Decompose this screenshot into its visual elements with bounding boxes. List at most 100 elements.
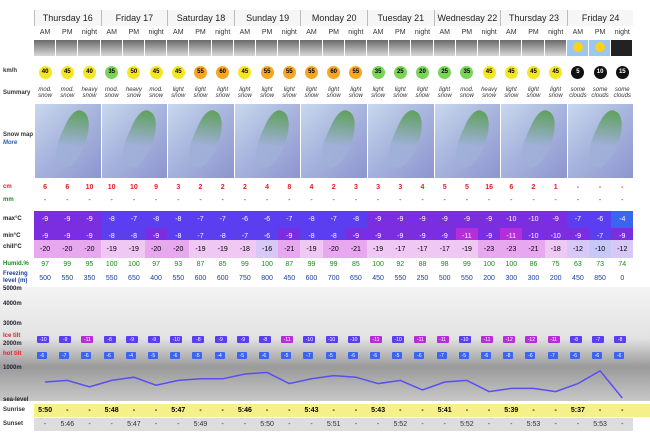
period-label: AM bbox=[239, 28, 251, 36]
altitude-level-label: 1000m bbox=[3, 364, 22, 371]
sunset-cell: - bbox=[167, 418, 190, 431]
period-label: AM bbox=[439, 28, 450, 36]
snow-map-thumbnail[interactable] bbox=[367, 104, 434, 178]
freezing-cell: 750 bbox=[239, 274, 251, 282]
wind-cell: 45 bbox=[145, 64, 167, 80]
humid-cell: 73 bbox=[596, 260, 604, 268]
rain-cell: - bbox=[399, 196, 402, 204]
sunset-cell: 5:53 bbox=[522, 418, 545, 431]
hot-tag: -6 bbox=[347, 352, 358, 359]
hot-tag: -7 bbox=[59, 352, 70, 359]
max-temp-cell: -7 bbox=[189, 211, 212, 228]
snow-map-thumbnail[interactable] bbox=[167, 104, 234, 178]
summary-cell: light snow bbox=[282, 86, 297, 99]
wind-cell: 35 bbox=[101, 64, 123, 80]
snow-map-thumbnail[interactable] bbox=[566, 104, 634, 178]
wind-cell: 60 bbox=[323, 64, 345, 80]
wind-speed-badge: 55 bbox=[260, 65, 274, 79]
period-label: night bbox=[481, 28, 497, 36]
sunrise-cell: - bbox=[532, 407, 535, 414]
summary-label: Summary bbox=[3, 89, 31, 96]
humid-cell: 100 bbox=[128, 260, 140, 268]
chill-cell: -18 bbox=[233, 240, 256, 258]
weather-icon bbox=[122, 40, 145, 56]
max-temp-cell: -9 bbox=[34, 211, 57, 228]
land-mass bbox=[514, 107, 564, 172]
summary-cell: mod. snow bbox=[104, 86, 119, 99]
sunset-cell: - bbox=[34, 418, 57, 431]
sunrise-label: Sunrise bbox=[3, 406, 26, 413]
wind-speed-badge: 45 bbox=[60, 65, 74, 79]
chill-cell: -19 bbox=[122, 240, 145, 258]
chill-cell: -19 bbox=[455, 240, 478, 258]
hot-tag: -7 bbox=[303, 352, 314, 359]
humid-cell: 97 bbox=[152, 260, 160, 268]
freezing-cell: 850 bbox=[594, 274, 606, 282]
chill-cell: -20 bbox=[322, 240, 345, 258]
wind-speed-badge: 40 bbox=[38, 65, 52, 79]
snow-map-thumbnail[interactable] bbox=[100, 104, 168, 178]
hot-tag: -6 bbox=[103, 352, 114, 359]
ice-tag: -8 bbox=[103, 336, 116, 343]
sunset-cell: 5:47 bbox=[122, 418, 145, 431]
max-temp-cell: -10 bbox=[522, 211, 545, 228]
max-temp-cell: -9 bbox=[367, 211, 390, 228]
freezing-cell: 700 bbox=[327, 274, 340, 282]
freezing-cell: 600 bbox=[194, 274, 207, 282]
humid-cell: 100 bbox=[483, 260, 495, 268]
wind-cell: 45 bbox=[545, 64, 567, 80]
rain-cell: - bbox=[621, 196, 624, 204]
wind-cell: 55 bbox=[189, 64, 211, 80]
sunset-cell: - bbox=[145, 418, 168, 431]
chill-cell: -20 bbox=[78, 240, 101, 258]
wind-cell: 45 bbox=[167, 64, 189, 80]
weather-icon bbox=[322, 40, 345, 56]
snow-map-thumbnail[interactable] bbox=[433, 104, 501, 178]
humid-cell: 99 bbox=[63, 260, 72, 268]
weather-icon bbox=[478, 40, 501, 56]
wind-cell: 60 bbox=[212, 64, 234, 80]
summary-cell: mod. snow bbox=[459, 86, 474, 99]
ice-tag: -12 bbox=[525, 336, 538, 343]
weather-icon bbox=[500, 40, 523, 56]
sunset-cell: 5:51 bbox=[322, 418, 345, 431]
ice-tag: -11 bbox=[436, 336, 449, 343]
humid-cell: 99 bbox=[462, 260, 471, 268]
day-header: Wednesday 22 bbox=[433, 10, 501, 26]
more-link[interactable]: More bbox=[3, 139, 18, 146]
summary-cell: light snow bbox=[326, 86, 341, 99]
ice-tag: -11 bbox=[481, 336, 493, 343]
rain-cell: - bbox=[177, 196, 180, 204]
period-label: night bbox=[215, 28, 231, 36]
max-temp-cell: -4 bbox=[611, 211, 634, 228]
sunrise-cell: - bbox=[221, 407, 224, 414]
day-header: Friday 17 bbox=[100, 10, 168, 26]
snow-map-thumbnail[interactable] bbox=[233, 104, 301, 178]
wind-cell: 20 bbox=[411, 64, 433, 80]
humid-cell: 98 bbox=[440, 260, 449, 268]
summary-cell: light snow bbox=[371, 86, 386, 99]
weather-icon bbox=[56, 40, 79, 56]
snow-map-thumbnail[interactable] bbox=[34, 104, 101, 178]
max-temp-cell: -9 bbox=[478, 211, 501, 228]
summary-cell: mod. snow bbox=[149, 86, 164, 99]
ice-tag: -11 bbox=[414, 336, 427, 343]
sunrise-cell: 5:48 bbox=[104, 407, 119, 414]
chill-cell: -17 bbox=[389, 240, 412, 258]
hot-tag: -6 bbox=[81, 352, 92, 359]
sunset-cell: - bbox=[566, 418, 589, 431]
sunrise-cell: - bbox=[465, 407, 469, 414]
humid-cell: 100 bbox=[505, 260, 518, 268]
hot-tag: -8 bbox=[503, 352, 514, 359]
sunrise-cell: - bbox=[132, 407, 136, 414]
snow-map-thumbnail[interactable] bbox=[500, 104, 567, 178]
sunset-cell: - bbox=[278, 418, 301, 431]
hot-tag: -5 bbox=[148, 352, 158, 359]
sunrise-cell: 5:50 bbox=[38, 407, 53, 414]
snow-map-thumbnail[interactable] bbox=[300, 104, 367, 178]
wind-speed-badge: 60 bbox=[327, 65, 341, 79]
wind-cell: 55 bbox=[300, 64, 322, 80]
period-label: night bbox=[614, 28, 630, 36]
chill-cell: -10 bbox=[589, 240, 612, 258]
freezing-cell: 300 bbox=[505, 274, 518, 282]
